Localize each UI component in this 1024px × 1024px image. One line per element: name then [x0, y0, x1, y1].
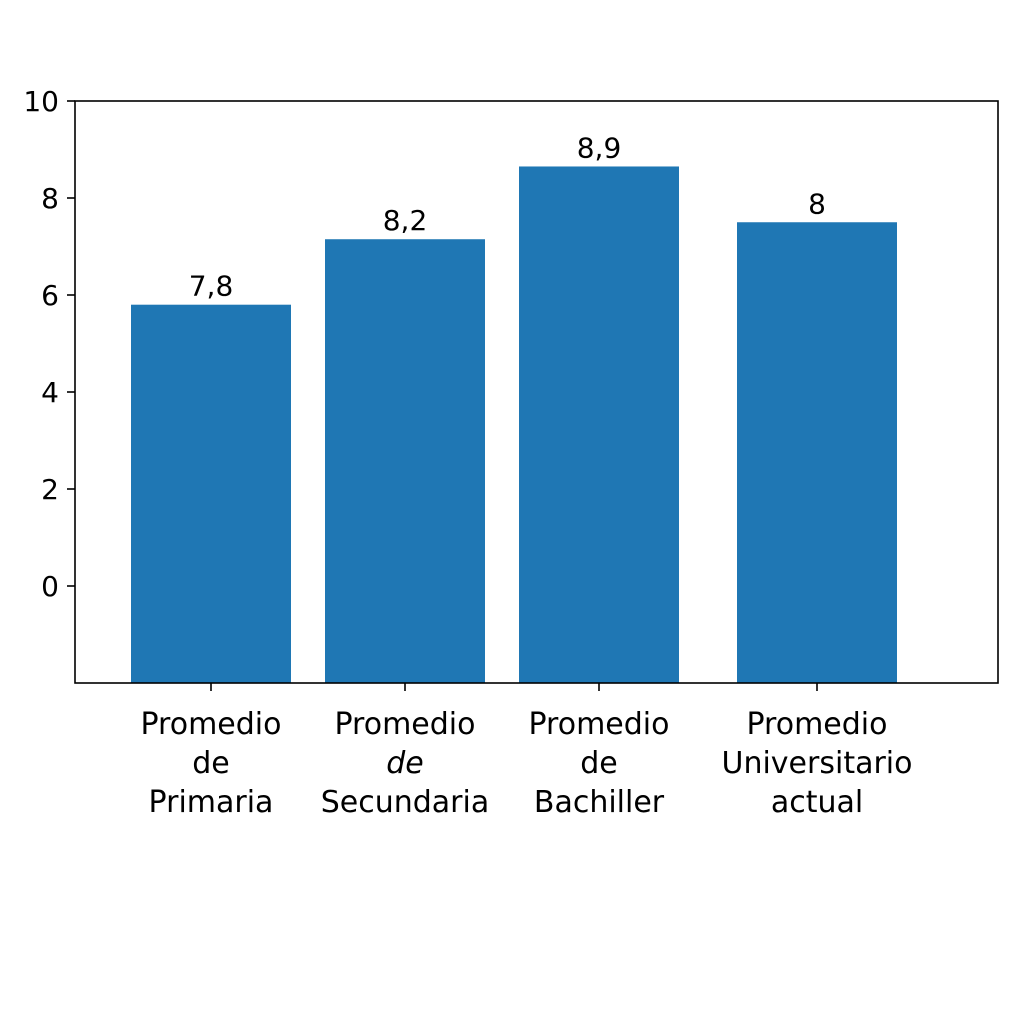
x-tick-label-line: Secundaria	[321, 785, 490, 820]
y-tick-label: 10	[23, 85, 59, 118]
y-tick-label: 6	[41, 279, 59, 312]
y-tick-label: 4	[41, 376, 59, 409]
x-axis: Promedio de Primaria Promedio de Secundaria Pr…	[140, 683, 913, 820]
plot-frame	[74, 100, 999, 684]
data-labels-layer: 7,8 8,2 8,9 8	[189, 131, 826, 302]
bar-2	[325, 239, 485, 683]
y-tick-label: 0	[41, 570, 59, 603]
data-label-4: 8	[808, 187, 826, 220]
x-tick-label-line: Promedio	[746, 707, 887, 742]
x-tick-label-line: Promedio	[140, 707, 281, 742]
data-label-1: 7,8	[189, 270, 234, 303]
x-tick-label-line: Promedio	[528, 707, 669, 742]
x-tick-label-line: Primaria	[149, 785, 274, 820]
x-tick-label-line: Bachiller	[534, 785, 665, 820]
bar-3	[519, 166, 679, 684]
bars-layer	[131, 166, 897, 684]
y-tick-label: 8	[41, 182, 59, 215]
x-tick-label-line: Universitario	[722, 746, 913, 781]
bar-4	[737, 222, 897, 683]
x-tick-label-line: de	[386, 746, 424, 781]
x-tick-label-line: Promedio	[334, 707, 475, 742]
x-tick-label-line: de	[580, 746, 618, 781]
bar-1	[131, 304, 291, 683]
y-tick-label: 2	[41, 473, 59, 506]
x-tick-label-line: de	[192, 746, 230, 781]
x-tick-label-line: actual	[771, 785, 863, 820]
data-label-2: 8,2	[383, 204, 428, 237]
y-axis: 0 2 4 6 8 10	[23, 85, 75, 603]
data-label-3: 8,9	[577, 131, 622, 164]
